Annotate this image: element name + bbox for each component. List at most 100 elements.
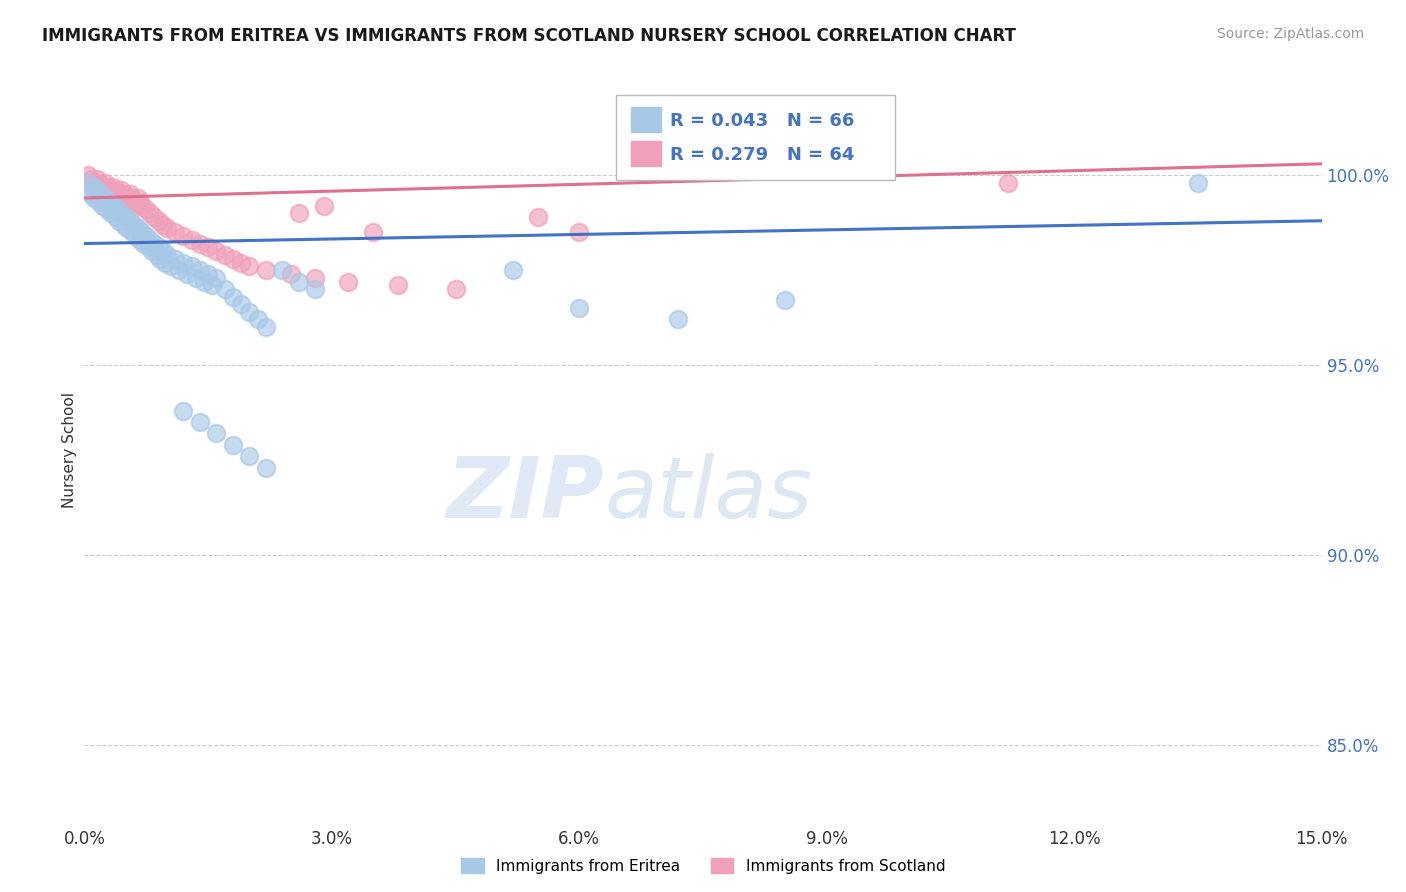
Point — [143, 236, 166, 251]
Point — [148, 213, 170, 227]
Point — [86, 172, 108, 186]
Point — [80, 172, 103, 186]
Point — [312, 198, 335, 212]
Point — [193, 275, 215, 289]
Point — [131, 198, 153, 212]
Point — [160, 260, 183, 274]
Point — [149, 252, 172, 266]
Text: ZIP: ZIP — [446, 453, 605, 536]
Point — [280, 267, 302, 281]
Point — [122, 218, 145, 232]
Point — [108, 213, 131, 227]
Point — [165, 225, 187, 239]
Point — [139, 233, 162, 247]
Point — [90, 179, 112, 194]
Point — [214, 282, 236, 296]
Point — [132, 236, 155, 251]
Point — [114, 210, 136, 224]
Point — [124, 198, 146, 212]
Point — [96, 179, 118, 194]
Point — [124, 229, 146, 244]
Point — [238, 260, 260, 274]
Point — [138, 240, 160, 254]
Point — [77, 176, 100, 190]
Point — [98, 194, 121, 209]
Point — [184, 270, 207, 285]
Point — [180, 233, 202, 247]
Point — [141, 244, 163, 259]
Point — [214, 248, 236, 262]
Point — [110, 206, 132, 220]
Point — [568, 225, 591, 239]
Point — [666, 312, 689, 326]
Point — [775, 293, 797, 308]
Point — [108, 191, 131, 205]
Legend: Immigrants from Eritrea, Immigrants from Scotland: Immigrants from Eritrea, Immigrants from… — [454, 852, 952, 880]
Point — [129, 194, 152, 209]
Point — [205, 244, 228, 259]
Point — [172, 229, 194, 244]
Point — [527, 210, 550, 224]
Point — [167, 263, 190, 277]
Point — [114, 191, 136, 205]
Point — [127, 221, 149, 235]
Y-axis label: Nursery School: Nursery School — [62, 392, 77, 508]
Point — [89, 194, 111, 209]
Point — [172, 403, 194, 417]
Text: R = 0.043   N = 66: R = 0.043 N = 66 — [669, 112, 853, 129]
Point — [82, 176, 104, 190]
Point — [152, 244, 174, 259]
Text: IMMIGRANTS FROM ERITREA VS IMMIGRANTS FROM SCOTLAND NURSERY SCHOOL CORRELATION C: IMMIGRANTS FROM ERITREA VS IMMIGRANTS FR… — [42, 27, 1017, 45]
Point — [112, 218, 135, 232]
Point — [131, 225, 153, 239]
Point — [105, 202, 128, 217]
Point — [82, 179, 104, 194]
FancyBboxPatch shape — [616, 95, 894, 180]
Point — [86, 183, 108, 197]
Text: R = 0.279   N = 64: R = 0.279 N = 64 — [669, 145, 853, 164]
Point — [118, 187, 141, 202]
Point — [110, 183, 132, 197]
Point — [188, 415, 211, 429]
Point — [188, 236, 211, 251]
Point — [94, 176, 117, 190]
Point — [205, 426, 228, 441]
Point — [96, 202, 118, 217]
Point — [229, 297, 252, 311]
Point — [156, 221, 179, 235]
Point — [100, 206, 122, 220]
Point — [83, 191, 105, 205]
Point — [238, 305, 260, 319]
Point — [103, 179, 125, 194]
Point — [997, 176, 1019, 190]
Point — [105, 187, 128, 202]
Point — [176, 267, 198, 281]
Point — [80, 187, 103, 202]
Point — [121, 225, 143, 239]
Point — [165, 252, 187, 266]
Point — [246, 312, 269, 326]
FancyBboxPatch shape — [631, 141, 661, 166]
Point — [568, 301, 591, 315]
Point — [222, 438, 245, 452]
Point — [83, 179, 105, 194]
Point — [188, 263, 211, 277]
Point — [197, 240, 219, 254]
Point — [104, 183, 127, 197]
Point — [135, 202, 157, 217]
Point — [205, 270, 228, 285]
Point — [304, 282, 326, 296]
Point — [152, 218, 174, 232]
Point — [146, 248, 169, 262]
Point — [156, 248, 179, 262]
Point — [153, 255, 176, 269]
Point — [444, 282, 467, 296]
Point — [98, 183, 121, 197]
FancyBboxPatch shape — [631, 107, 661, 132]
Point — [288, 206, 311, 220]
Text: Source: ZipAtlas.com: Source: ZipAtlas.com — [1216, 27, 1364, 41]
Point — [197, 267, 219, 281]
Point — [337, 275, 360, 289]
Point — [238, 449, 260, 463]
Point — [103, 198, 125, 212]
